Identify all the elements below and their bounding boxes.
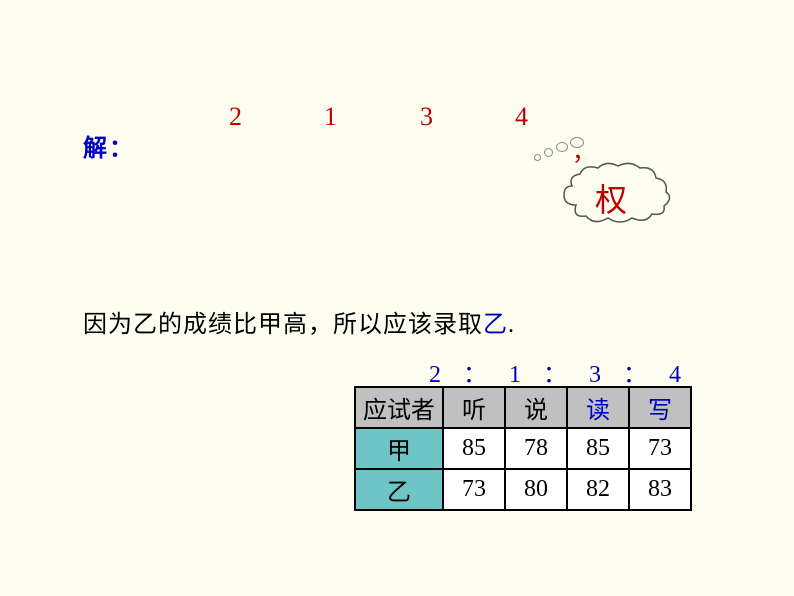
ratio-sep: ： [536, 354, 574, 389]
solution-label: 解： [83, 128, 135, 163]
col-header-speak: 说 [505, 387, 567, 428]
conclusion-text: 因为乙的成绩比甲高，所以应该录取乙. [83, 304, 515, 339]
ratio-3: 3 [580, 362, 610, 389]
bubble-dot-icon [570, 137, 584, 148]
row-label: 甲 [355, 428, 443, 469]
ratio-sep: ： [456, 354, 494, 389]
ratio-sep: ： [616, 354, 654, 389]
col-header-write: 写 [629, 387, 691, 428]
weight-4: 4 [515, 102, 528, 132]
score-table: 应试者 听 说 读 写 甲 85 78 85 73 乙 73 80 82 83 [354, 386, 692, 511]
cell: 73 [443, 469, 505, 510]
cell: 78 [505, 428, 567, 469]
table-row: 甲 85 78 85 73 [355, 428, 691, 469]
weight-1: 2 [229, 102, 242, 132]
col-header-label: 应试者 [355, 387, 443, 428]
bubble-dot-icon [534, 154, 541, 161]
cell: 85 [443, 428, 505, 469]
cell: 83 [629, 469, 691, 510]
bubble-dot-icon [556, 142, 568, 152]
col-header-read: 读 [567, 387, 629, 428]
ratio-4: 4 [660, 362, 690, 389]
weight-3: 3 [420, 102, 433, 132]
ratio-2: 1 [500, 362, 530, 389]
conclusion-highlight: 乙 [483, 312, 508, 338]
table-header-row: 应试者 听 说 读 写 [355, 387, 691, 428]
col-header-listen: 听 [443, 387, 505, 428]
slide: 2 1 3 4 解： ， 权 因为乙的成绩比甲高，所以应该录取乙. 2 ： 1 … [0, 0, 794, 596]
conclusion-post: . [508, 312, 515, 338]
row-label: 乙 [355, 469, 443, 510]
weight-2: 1 [324, 102, 337, 132]
ratio-row: 2 ： 1 ： 3 ： 4 [420, 354, 690, 389]
cell: 82 [567, 469, 629, 510]
cell: 85 [567, 428, 629, 469]
table-row: 乙 73 80 82 83 [355, 469, 691, 510]
cloud-text: 权 [595, 175, 627, 221]
cell: 80 [505, 469, 567, 510]
bubble-dot-icon [544, 148, 553, 157]
conclusion-pre: 因为乙的成绩比甲高，所以应该录取 [83, 312, 483, 338]
cell: 73 [629, 428, 691, 469]
ratio-1: 2 [420, 362, 450, 389]
